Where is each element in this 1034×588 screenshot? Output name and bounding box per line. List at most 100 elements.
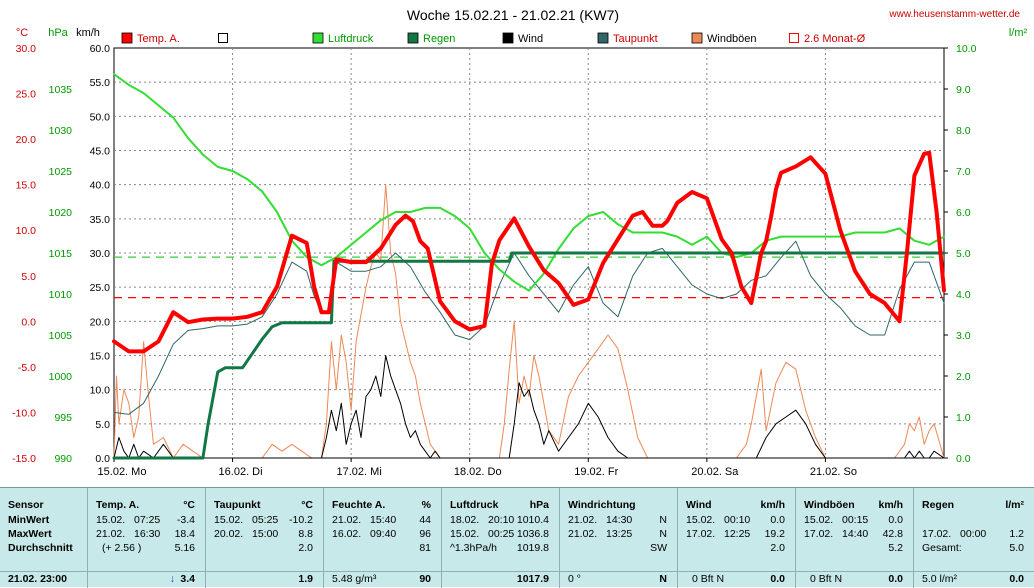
stats-temp: Temp. A. °C 15.02. 07:25 -3.4 21.02. 16:30 18… [87,488,205,588]
dew-min-time: 05:25 [252,514,279,526]
x-tick-label: 15.02. Mo [98,466,147,478]
temp-tick-label: 30.0 [16,43,37,55]
dir-min-date: 21.02. [568,514,598,526]
reference-lines [114,256,944,299]
gust-max-value: 42.8 [882,528,903,540]
temp-header: Temp. A. [96,499,140,511]
legend-label: 2.6 Monat-Ø [804,33,866,45]
legend-swatch [691,32,703,44]
stats-gust: Windböen km/h 15.02. 00:15 0.0 17.02. 14:40 4… [795,488,913,588]
dir-max-time: 13:25 [606,528,633,540]
wind-tick-label: 0.0 [95,453,110,465]
press-max-value: 1036.8 [516,528,549,540]
wind-tick-label: 25.0 [90,282,111,294]
wind-max-time: 12:25 [724,528,751,540]
temp-axis: 30.0 25.0 20.0 15.0 10.0 5.0 0.0 -5.0 -10.0 -15.0 [12,43,36,465]
weather-chart: Woche 15.02.21 - 21.02.21 (KW7) www.heus… [12,7,1027,478]
wind-tick-label: 45.0 [90,146,111,158]
wind-tick-label: 55.0 [90,77,111,89]
stats-pressure: Luftdruck hPa 18.02. 20:10 1010.4 15.02. 00:… [441,488,559,588]
gust-min-value: 0.0 [888,514,903,526]
dir-max-date: 21.02. [568,528,598,540]
press-header: Luftdruck [450,499,499,511]
temp-unit-label: °C [16,27,28,39]
plot-grid [114,48,944,458]
temp-min-time: 07:25 [134,514,161,526]
press-tick-label: 995 [54,412,72,424]
hum-header: Feuchte A. [332,499,386,511]
chart-legend: Temp. A. Luftdruck Regen Wind Taupunkt Windbö… [121,32,866,45]
press-min-date: 18.02. [450,514,480,526]
stats-panel: Sensor MinWert MaxWert Durchschnitt 21.0… [0,487,1034,588]
x-tick-label: 19.02. Fr [574,466,618,478]
sensor-max-label: MaxWert [8,528,52,540]
site-link[interactable]: www.heusenstamm-wetter.de [888,9,1020,20]
sensor-header: Sensor [8,499,44,511]
dir-current-value: N [659,573,667,585]
hum-max-date: 16.02. [332,528,362,540]
rain-tick-label: 3.0 [956,330,971,342]
wind-tick-label: 50.0 [90,111,111,123]
x-tick-label: 20.02. Sa [691,466,739,478]
gust-avg-value: 5.2 [888,542,903,554]
temp-min-date: 15.02. [96,514,126,526]
stats-wind-direction: Windrichtung 21.02. 14:30 N 21.02. 13:25 N S… [559,488,677,588]
press-tick-label: 1035 [49,84,73,96]
wind-tick-label: 10.0 [90,385,111,397]
stats-sensor: Sensor MinWert MaxWert Durchschnitt 21.0… [0,488,87,588]
press-tick-label: 1000 [49,371,73,383]
legend-label: Luftdruck [328,33,374,45]
dew-unit: °C [301,499,313,511]
x-axis: 15.02. Mo 16.02. Di 17.02. Mi 18.02. Do 19.0… [98,458,857,478]
dew-max-time: 15:00 [252,528,279,540]
wind-tick-label: 40.0 [90,180,111,192]
rain-tick-label: 10.0 [956,43,977,55]
temp-max-value: 18.4 [174,528,195,540]
wind-min-value: 0.0 [770,514,785,526]
legend-label: Wind [518,33,543,45]
legend-swatch [407,32,419,44]
press-avg-value: 1019.8 [516,542,549,554]
rain-max-date: 17.02. [922,528,952,540]
series-line-luftdruck [113,73,945,292]
legend-label: Windböen [707,33,757,45]
rain-unit: l/m² [1005,499,1024,511]
dir-degrees: 0 ° [568,573,581,585]
wind-avg-value: 2.0 [770,542,785,554]
gust-header: Windböen [804,499,855,511]
legend-swatch [218,33,228,43]
stats-dewpoint: Taupunkt °C 15.02. 05:25 -10.2 20.02. 15:00 8… [205,488,323,588]
wind-current-value: 0.0 [770,573,785,585]
rain-tick-label: 2.0 [956,371,971,383]
rain-tick-label: 0.0 [956,453,971,465]
press-max-time: 00:25 [488,528,515,540]
temp-tick-label: 5.0 [21,271,36,283]
wind-header: Wind [686,499,712,511]
gust-unit: km/h [878,499,903,511]
temp-tick-label: -10.0 [12,407,36,419]
wind-tick-label: 35.0 [90,214,111,226]
temp-max-time: 16:30 [134,528,161,540]
press-tick-label: 1015 [49,248,73,260]
gust-max-date: 17.02. [804,528,834,540]
temp-max-date: 21.02. [96,528,126,540]
dew-max-value: 8.8 [298,528,313,540]
gust-current-value: 0.0 [888,573,903,585]
gust-beaufort: 0 Bft N [810,573,843,585]
legend-swatch [597,32,609,44]
press-tick-label: 1030 [49,125,73,137]
press-trend: ^1.3hPa/h [450,542,497,554]
rain-header: Regen [922,499,955,511]
rain-max-time: 00:00 [960,528,987,540]
hum-min-value: 44 [419,514,431,526]
rain-tick-label: 6.0 [956,207,971,219]
temp-tick-label: 25.0 [16,89,37,101]
dew-current-value: 1.9 [298,573,313,585]
wind-beaufort: 0 Bft N [692,573,725,585]
temp-avg-value: 5.16 [174,542,195,554]
temp-tick-label: -5.0 [18,362,36,374]
temp-tick-label: 10.0 [16,225,37,237]
wind-max-date: 17.02. [686,528,716,540]
dir-header: Windrichtung [568,499,636,511]
chart-title: Woche 15.02.21 - 21.02.21 (KW7) [407,7,619,23]
